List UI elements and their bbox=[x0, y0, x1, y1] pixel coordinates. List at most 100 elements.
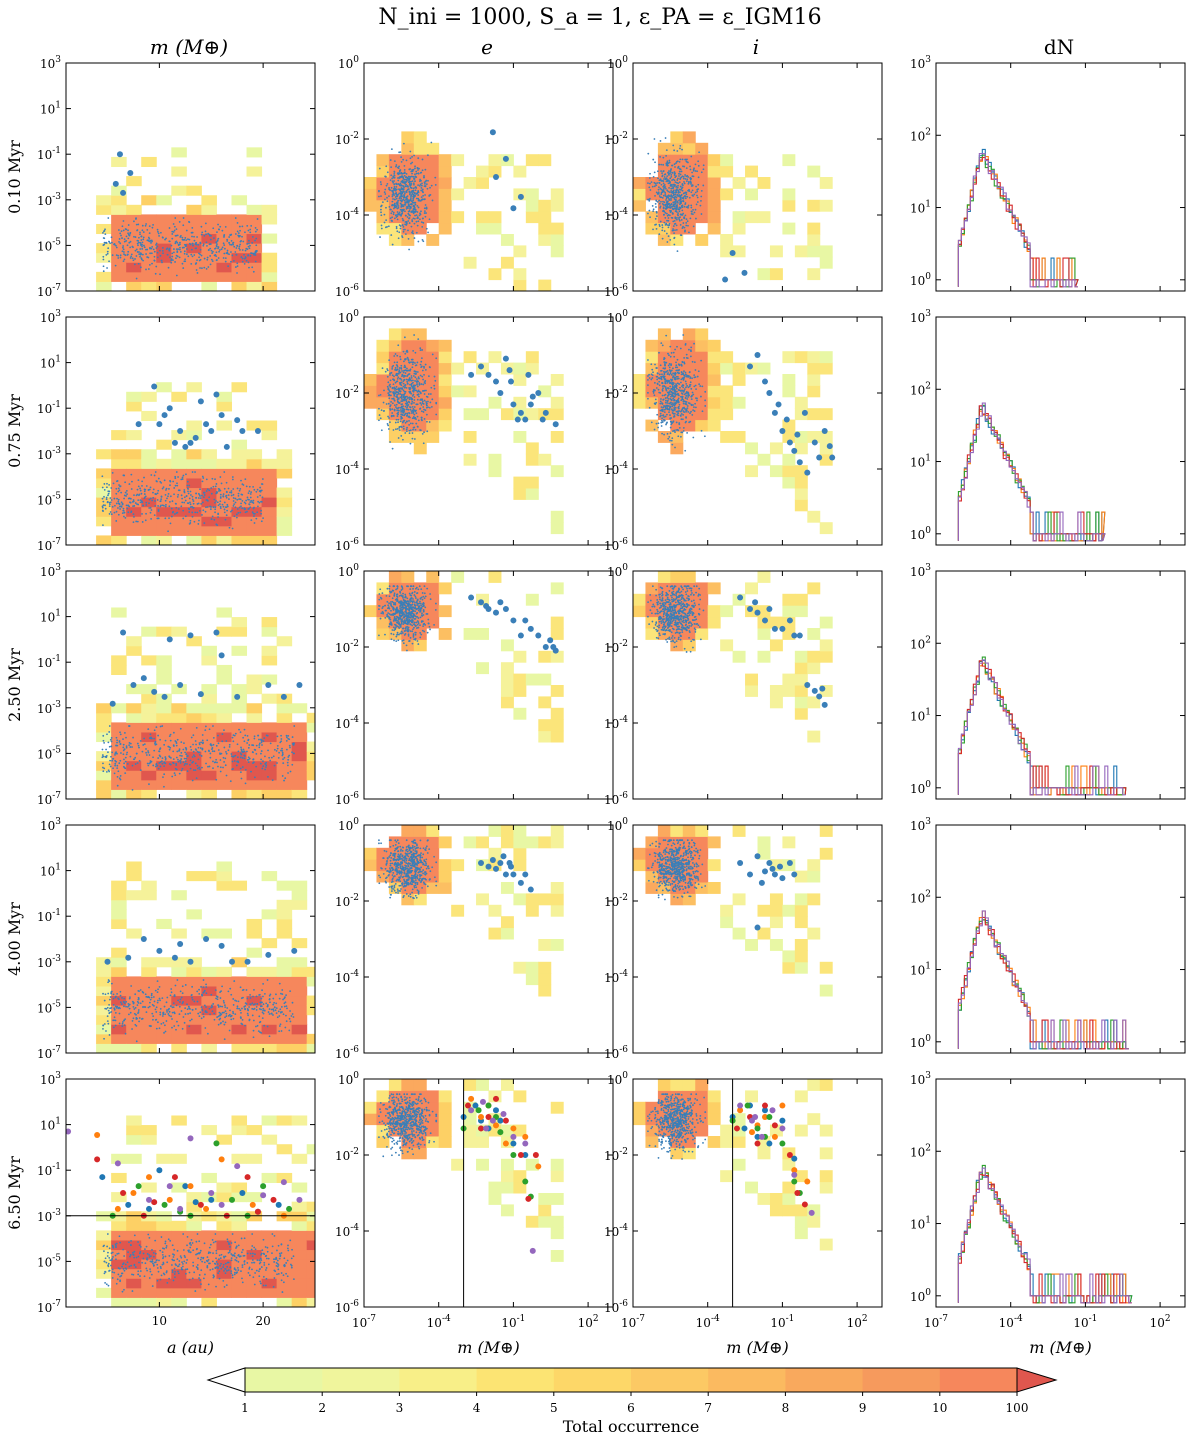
small-body-point bbox=[414, 189, 417, 192]
heat-cell bbox=[141, 487, 157, 498]
small-body-point bbox=[666, 370, 669, 372]
small-body-point bbox=[191, 511, 194, 514]
small-body-point bbox=[396, 354, 399, 357]
small-body-point bbox=[413, 222, 416, 225]
small-body-point bbox=[675, 390, 678, 393]
small-body-point bbox=[380, 208, 382, 211]
small-body-point bbox=[410, 225, 413, 228]
small-body-point bbox=[410, 183, 413, 185]
heat-cell bbox=[388, 419, 402, 432]
small-body-point bbox=[647, 378, 649, 381]
small-body-point bbox=[198, 259, 201, 262]
small-body-point bbox=[232, 740, 235, 743]
small-body-point bbox=[674, 195, 677, 198]
small-body-point bbox=[401, 417, 404, 419]
small-body-point bbox=[663, 188, 665, 190]
small-body-point bbox=[236, 244, 239, 247]
small-body-point bbox=[678, 188, 681, 191]
small-body-point bbox=[185, 473, 187, 476]
heat-cell bbox=[216, 477, 232, 489]
small-body-point bbox=[193, 520, 196, 523]
small-body-point bbox=[230, 260, 232, 263]
small-body-point bbox=[392, 383, 395, 386]
axes-frame bbox=[65, 316, 316, 546]
heat-cell bbox=[261, 525, 278, 536]
small-body-point bbox=[423, 431, 425, 434]
small-body-point bbox=[246, 496, 249, 499]
heat-cell bbox=[96, 449, 112, 460]
heat-cell bbox=[438, 362, 452, 375]
heat-cell bbox=[201, 252, 217, 263]
heat-cell bbox=[246, 760, 263, 771]
heat-cell bbox=[500, 234, 514, 246]
small-body-point bbox=[118, 505, 121, 508]
heat-cell bbox=[782, 476, 796, 489]
small-body-point bbox=[126, 244, 129, 247]
small-body-point bbox=[430, 184, 433, 187]
small-body-point bbox=[179, 727, 182, 730]
small-body-point bbox=[673, 174, 676, 176]
small-body-point bbox=[681, 395, 684, 398]
small-body-point bbox=[400, 193, 403, 196]
small-body-point bbox=[393, 180, 395, 182]
heat-cell bbox=[156, 712, 172, 723]
small-body-point bbox=[141, 253, 144, 256]
small-body-point bbox=[102, 504, 105, 507]
small-body-point bbox=[219, 225, 222, 228]
small-body-point bbox=[672, 196, 675, 199]
small-body-point bbox=[665, 399, 667, 402]
small-body-point bbox=[169, 256, 171, 259]
heat-cell bbox=[695, 351, 709, 364]
small-body-point bbox=[408, 190, 411, 193]
small-body-point bbox=[433, 384, 436, 387]
small-body-point bbox=[692, 169, 695, 172]
small-body-point bbox=[198, 742, 201, 744]
small-body-point bbox=[168, 735, 171, 738]
small-body-point bbox=[120, 501, 123, 504]
small-body-point bbox=[102, 270, 105, 273]
small-body-point bbox=[184, 751, 187, 754]
small-body-point bbox=[402, 177, 405, 180]
heat-cell bbox=[186, 223, 202, 235]
heat-cell bbox=[171, 712, 187, 723]
heat-cell bbox=[96, 731, 112, 743]
small-body-point bbox=[247, 492, 250, 495]
heat-cell bbox=[261, 204, 278, 215]
small-body-point bbox=[108, 260, 110, 263]
small-body-point bbox=[256, 496, 259, 498]
small-body-point bbox=[703, 435, 706, 438]
heat-cell bbox=[720, 245, 734, 258]
heat-cell bbox=[426, 211, 440, 224]
heat-cell bbox=[695, 211, 709, 224]
small-body-point bbox=[684, 191, 687, 194]
small-body-point bbox=[671, 171, 673, 174]
heat-cell bbox=[246, 166, 263, 177]
small-body-point bbox=[674, 200, 677, 203]
small-body-point bbox=[182, 267, 185, 269]
heat-cell bbox=[782, 351, 796, 364]
small-body-point bbox=[217, 749, 220, 751]
small-body-point bbox=[172, 745, 175, 747]
small-body-point bbox=[401, 224, 404, 227]
heat-cell bbox=[246, 684, 263, 695]
small-body-point bbox=[226, 249, 229, 252]
small-body-point bbox=[668, 382, 671, 385]
small-body-point bbox=[425, 183, 428, 186]
small-body-point bbox=[397, 407, 400, 410]
small-body-point bbox=[199, 768, 201, 771]
small-body-point bbox=[142, 238, 145, 241]
small-body-point bbox=[237, 234, 240, 237]
heat-cell bbox=[438, 419, 452, 432]
small-body-point bbox=[125, 745, 128, 748]
large-body-point bbox=[811, 439, 818, 446]
small-body-point bbox=[423, 393, 426, 395]
heat-cell bbox=[388, 211, 402, 224]
heat-cell bbox=[426, 177, 440, 189]
small-body-point bbox=[205, 506, 207, 509]
small-body-point bbox=[410, 207, 412, 209]
small-body-point bbox=[193, 254, 196, 256]
small-body-point bbox=[108, 763, 111, 766]
heat-cell bbox=[246, 477, 263, 489]
small-body-point bbox=[655, 206, 657, 208]
small-body-point bbox=[220, 752, 223, 755]
